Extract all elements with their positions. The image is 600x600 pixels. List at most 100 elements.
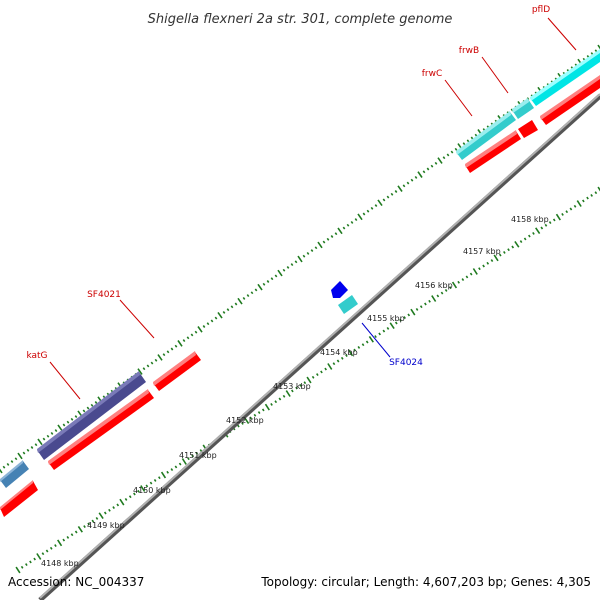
- minor-tick: [334, 232, 338, 236]
- minor-tick: [133, 492, 136, 496]
- major-tick: [36, 553, 42, 560]
- minor-tick: [320, 370, 323, 374]
- minor-tick: [370, 206, 374, 210]
- minor-tick: [498, 253, 502, 257]
- minor-tick: [410, 178, 414, 182]
- minor-tick: [91, 519, 95, 523]
- minor-tick: [50, 431, 54, 435]
- scale-label: 4152 kbp: [226, 416, 264, 425]
- minor-tick: [357, 345, 361, 349]
- minor-tick: [482, 264, 485, 268]
- minor-tick: [206, 322, 210, 326]
- leader-lines: [49, 17, 577, 400]
- minor-tick: [414, 175, 418, 179]
- major-tick: [337, 227, 343, 235]
- minor-tick: [324, 367, 327, 371]
- minor-tick: [124, 497, 128, 501]
- major-tick: [57, 424, 63, 432]
- backbone: [39, 93, 600, 599]
- minor-tick: [153, 478, 157, 482]
- minor-tick: [386, 326, 390, 330]
- minor-tick: [532, 231, 535, 235]
- major-tick: [397, 185, 403, 192]
- map-title: Shigella flexneri 2a str. 301, complete …: [148, 12, 453, 27]
- major-tick: [555, 213, 561, 221]
- major-tick: [327, 363, 333, 370]
- minor-tick: [187, 457, 190, 461]
- gene-red-2[interactable]: [48, 389, 154, 470]
- minor-tick: [74, 530, 78, 534]
- major-tick: [306, 376, 312, 384]
- minor-tick: [407, 313, 411, 317]
- major-tick: [285, 390, 291, 397]
- minor-tick: [210, 319, 214, 323]
- minor-tick: [332, 362, 336, 366]
- minor-tick: [594, 191, 598, 195]
- minor-tick: [428, 299, 431, 303]
- scale-label: 4149 kbp: [87, 521, 125, 530]
- inner-tick-row: [15, 186, 600, 574]
- major-tick: [197, 326, 203, 333]
- gene-red-6[interactable]: [540, 75, 600, 125]
- minor-tick: [454, 147, 458, 151]
- minor-tick: [446, 153, 450, 157]
- minor-tick: [330, 235, 334, 238]
- major-tick: [137, 368, 143, 375]
- gene-red-1[interactable]: [0, 480, 38, 517]
- major-tick: [417, 171, 423, 178]
- gene-steel-left[interactable]: [0, 460, 29, 488]
- scale-label: 4157 kbp: [463, 247, 501, 256]
- minor-tick: [190, 333, 194, 337]
- minor-tick: [186, 336, 190, 340]
- minor-tick: [342, 226, 346, 230]
- gene-pflD[interactable]: [530, 49, 600, 106]
- minor-tick: [25, 563, 28, 567]
- major-tick: [119, 498, 125, 506]
- minor-tick: [241, 421, 244, 425]
- minor-tick: [137, 489, 140, 493]
- gene-katG[interactable]: [37, 371, 146, 460]
- minor-tick: [103, 511, 107, 515]
- minor-tick: [430, 164, 434, 168]
- major-tick: [410, 308, 416, 316]
- minor-tick: [569, 207, 573, 211]
- minor-tick: [170, 468, 174, 472]
- major-tick: [389, 322, 395, 330]
- minor-tick: [191, 454, 194, 458]
- gene-red-4[interactable]: [465, 130, 521, 173]
- major-tick: [472, 268, 478, 275]
- gene-frwC[interactable]: [456, 111, 516, 160]
- major-tick: [431, 295, 437, 302]
- minor-tick: [302, 254, 306, 258]
- minor-tick: [573, 204, 577, 208]
- minor-tick: [194, 330, 198, 334]
- minor-tick: [390, 192, 394, 196]
- minor-tick: [195, 451, 199, 455]
- scale-labels: 4148 kbp 4149 kbp 4150 kbp 4151 kbp 4152…: [41, 215, 549, 568]
- minor-tick: [162, 353, 166, 357]
- minor-tick: [394, 190, 398, 193]
- gene-red-5[interactable]: [518, 120, 538, 138]
- minor-tick: [158, 476, 161, 480]
- minor-tick: [22, 451, 26, 455]
- scale-label: 4151 kbp: [179, 451, 217, 460]
- minor-tick: [295, 386, 298, 390]
- gene-red-3[interactable]: [153, 351, 201, 391]
- minor-tick: [154, 358, 158, 362]
- scale-label: 4155 kbp: [367, 314, 405, 323]
- gene-SF4024[interactable]: [331, 281, 358, 314]
- minor-tick: [346, 223, 350, 227]
- minor-tick: [70, 533, 74, 537]
- major-tick: [37, 438, 43, 446]
- minor-tick: [486, 261, 490, 265]
- minor-tick: [478, 267, 481, 271]
- major-tick: [597, 44, 600, 50]
- major-tick: [181, 458, 187, 465]
- minor-tick: [150, 361, 154, 365]
- minor-tick: [394, 321, 398, 325]
- major-tick: [348, 349, 354, 357]
- minor-tick: [62, 423, 66, 427]
- major-tick: [317, 241, 323, 249]
- gene-frwB[interactable]: [512, 98, 534, 119]
- major-tick: [297, 255, 303, 263]
